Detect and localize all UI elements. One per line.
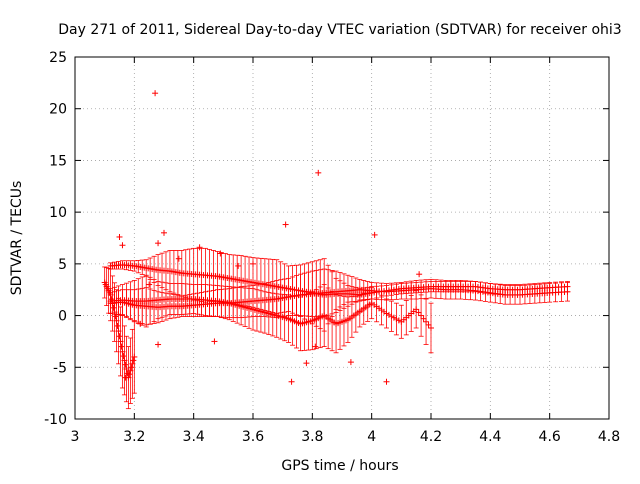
data-point — [423, 318, 430, 325]
x-tick-label: 3.8 — [301, 429, 323, 445]
x-tick-label: 3.4 — [183, 429, 205, 445]
data-point — [128, 364, 135, 371]
data-point — [108, 296, 115, 303]
data-point — [196, 244, 203, 251]
data-point — [120, 353, 127, 360]
series-outliers — [116, 90, 423, 385]
data-point — [288, 378, 295, 385]
series-satellite-track-b-low-rising — [107, 268, 571, 326]
x-tick-label: 3.2 — [123, 429, 145, 445]
data-point — [420, 315, 427, 322]
data-point — [114, 322, 121, 329]
data-point — [161, 229, 167, 236]
x-tick-label: 4 — [367, 429, 376, 445]
data-point — [282, 221, 289, 228]
data-point — [371, 231, 378, 238]
y-tick-label: -5 — [53, 360, 67, 376]
data-point — [235, 262, 242, 269]
x-tick-label: 4.8 — [598, 429, 620, 445]
y-tick-label: 10 — [49, 205, 67, 221]
data-point — [211, 338, 218, 345]
data-point — [418, 312, 425, 319]
data-point — [415, 309, 422, 316]
data-point — [126, 371, 133, 378]
data-point — [175, 255, 182, 262]
y-tick-label: 15 — [49, 153, 67, 169]
chart-title: Day 271 of 2011, Sidereal Day-to-day VTE… — [58, 22, 621, 38]
data-point — [155, 240, 162, 247]
x-tick-label: 4.2 — [420, 429, 442, 445]
grid — [75, 57, 609, 419]
data-point — [130, 357, 137, 364]
data-point — [122, 374, 129, 381]
data-point — [217, 250, 224, 257]
data-point — [425, 321, 432, 328]
y-tick-label: 0 — [58, 309, 67, 325]
data-points — [101, 90, 571, 410]
data-point — [564, 288, 571, 295]
data-point — [116, 233, 123, 240]
y-tick-label: 25 — [49, 50, 67, 66]
x-tick-label: 4.4 — [479, 429, 501, 445]
data-point — [131, 353, 138, 360]
x-tick-label: 3 — [71, 429, 80, 445]
data-point — [312, 343, 319, 350]
data-point — [383, 378, 390, 385]
series-early-track-d-steep — [101, 266, 138, 410]
y-axis-label: SDTVAR / TECUs — [9, 181, 25, 296]
series-satellite-track-a-high-descending — [107, 247, 571, 332]
y-tick-label: 5 — [58, 257, 67, 273]
x-tick-label: 4.6 — [539, 429, 561, 445]
data-point — [347, 359, 354, 366]
data-point — [118, 343, 125, 350]
y-tick-label: 20 — [49, 102, 67, 118]
y-tick-label: -10 — [44, 412, 67, 428]
data-point — [146, 281, 153, 288]
data-point — [137, 320, 144, 327]
x-axis-label: GPS time / hours — [281, 458, 398, 474]
data-point — [155, 341, 162, 348]
data-point — [250, 260, 256, 267]
data-point — [116, 333, 123, 340]
data-point — [416, 271, 423, 278]
plot-frame — [74, 56, 610, 420]
x-tick-label: 3.6 — [242, 429, 264, 445]
axis-ticks: 3 3.2 3.4 3.6 3.8 4 4.2 4.4 4.6 4.8 -10 -5 0 5 10 15 20 2… — [44, 50, 620, 445]
data-point — [112, 313, 119, 320]
data-point — [413, 306, 420, 313]
data-point — [152, 90, 159, 97]
data-point — [110, 304, 117, 311]
data-point — [119, 242, 126, 249]
data-point — [428, 324, 434, 331]
data-point — [122, 361, 129, 368]
data-point — [303, 360, 310, 367]
data-point — [315, 169, 322, 176]
